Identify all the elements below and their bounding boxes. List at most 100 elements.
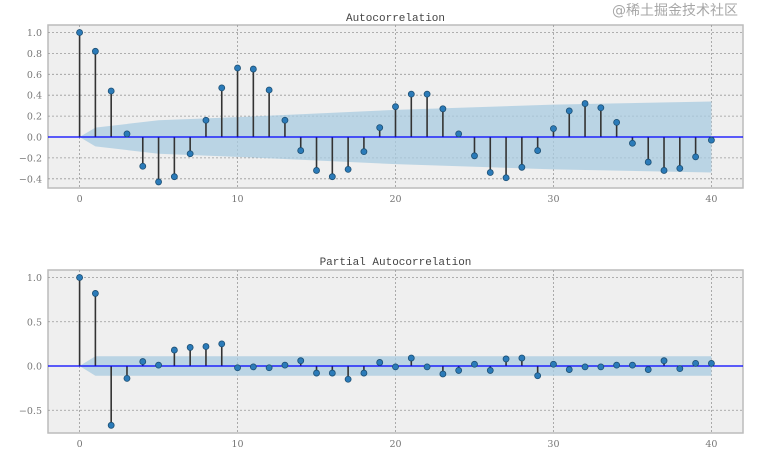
stem-marker xyxy=(439,370,447,378)
y-tick-label: 0.8 xyxy=(27,49,42,60)
stem-marker xyxy=(613,361,621,369)
stem-marker xyxy=(581,363,589,371)
x-tick-label: 10 xyxy=(231,439,243,450)
stem-marker xyxy=(708,136,715,144)
y-tick-label: 0.2 xyxy=(27,112,42,123)
stem-marker xyxy=(613,118,621,126)
x-tick-label: 0 xyxy=(77,194,83,205)
stem-marker xyxy=(486,169,494,176)
y-tick-label: −0.2 xyxy=(19,153,42,164)
stem-marker xyxy=(376,359,384,366)
x-tick-label: 20 xyxy=(389,194,401,205)
stem-marker xyxy=(644,366,652,373)
stem-marker xyxy=(328,369,336,377)
stem-marker xyxy=(423,363,431,371)
y-tick-label: 0.0 xyxy=(27,362,42,373)
y-tick-label: 1.0 xyxy=(27,28,42,39)
stem-marker xyxy=(629,139,636,147)
stem-marker xyxy=(407,90,415,98)
stem-marker xyxy=(155,361,162,369)
stem-marker xyxy=(123,374,131,382)
y-tick-label: −0.5 xyxy=(19,406,42,417)
y-tick-label: 1.0 xyxy=(27,273,42,284)
x-tick-label: 10 xyxy=(231,194,243,205)
stem-marker xyxy=(534,147,542,154)
stem-marker xyxy=(565,107,573,115)
stem-marker xyxy=(550,360,557,368)
stem-marker xyxy=(265,364,273,372)
stem-marker xyxy=(455,367,463,374)
stem-marker xyxy=(376,124,384,131)
stem-marker xyxy=(328,173,336,181)
stem-marker xyxy=(502,355,510,363)
stem-marker xyxy=(123,130,131,138)
stem-marker xyxy=(313,369,320,377)
stem-marker xyxy=(297,147,305,154)
stem-marker xyxy=(644,158,652,166)
stem-marker xyxy=(186,344,194,351)
x-tick-label: 40 xyxy=(705,194,717,205)
x-tick-label: 20 xyxy=(389,439,401,450)
x-tick-label: 30 xyxy=(547,439,559,450)
x-tick-label: 0 xyxy=(77,439,83,450)
stem-marker xyxy=(518,354,526,362)
stem-marker xyxy=(249,65,257,73)
stem-marker xyxy=(218,340,226,348)
stem-marker xyxy=(660,167,668,174)
stem-marker xyxy=(91,47,99,55)
stem-marker xyxy=(676,365,684,373)
stem-marker xyxy=(170,173,178,181)
stem-marker xyxy=(360,148,368,156)
stem-marker xyxy=(597,363,605,371)
stem-marker xyxy=(76,29,83,36)
stem-marker xyxy=(629,361,636,369)
stem-marker xyxy=(344,165,352,173)
stem-marker xyxy=(471,152,478,160)
stem-marker xyxy=(692,359,700,367)
stem-marker xyxy=(107,87,115,95)
stem-marker xyxy=(423,90,431,98)
y-tick-label: 0.5 xyxy=(27,317,42,328)
x-tick-label: 40 xyxy=(705,439,717,450)
stem-marker xyxy=(518,163,526,171)
stem-marker xyxy=(91,290,99,297)
stem-marker xyxy=(597,104,605,112)
stem-marker xyxy=(170,346,178,354)
stem-marker xyxy=(234,64,241,72)
stem-marker xyxy=(392,363,399,371)
stem-marker xyxy=(265,86,273,94)
stem-marker xyxy=(660,357,668,365)
stem-marker xyxy=(344,375,352,383)
stem-marker xyxy=(550,125,557,133)
stem-marker xyxy=(76,274,83,281)
stem-marker xyxy=(155,178,162,186)
stem-marker xyxy=(708,359,715,367)
stem-marker xyxy=(439,105,447,113)
pacf-panel: 1.0 0.5 0.0 −0.5 0 10 20 30 40 Partial Autocorrel… xyxy=(19,257,744,450)
stem-marker xyxy=(186,150,194,158)
stem-marker xyxy=(486,367,494,374)
stem-marker xyxy=(202,116,210,124)
stem-marker xyxy=(234,364,241,372)
stem-marker xyxy=(281,361,289,369)
stem-marker xyxy=(281,116,289,124)
acf-panel: 1.0 0.8 0.6 0.4 0.2 0.0 −0.2 −0.4 0 10 20 30 40 Autoc… xyxy=(19,13,744,205)
y-tick-label: 0.6 xyxy=(27,70,42,81)
stem-marker xyxy=(502,174,510,182)
stem-marker xyxy=(692,153,700,161)
stem-marker xyxy=(565,366,573,373)
stem-marker xyxy=(107,421,115,429)
y-tick-label: 0.4 xyxy=(27,91,42,102)
stem-marker xyxy=(392,103,399,111)
stem-marker xyxy=(139,162,147,170)
stem-marker xyxy=(581,100,589,107)
stem-marker xyxy=(455,130,463,138)
stem-marker xyxy=(407,354,415,362)
chart-title: Autocorrelation xyxy=(346,13,445,25)
stem-marker xyxy=(202,343,210,350)
stem-marker xyxy=(297,357,305,365)
stem-marker xyxy=(249,363,257,371)
stem-marker xyxy=(139,358,147,365)
x-tick-label: 30 xyxy=(547,194,559,205)
y-tick-label: 0.0 xyxy=(27,133,42,144)
